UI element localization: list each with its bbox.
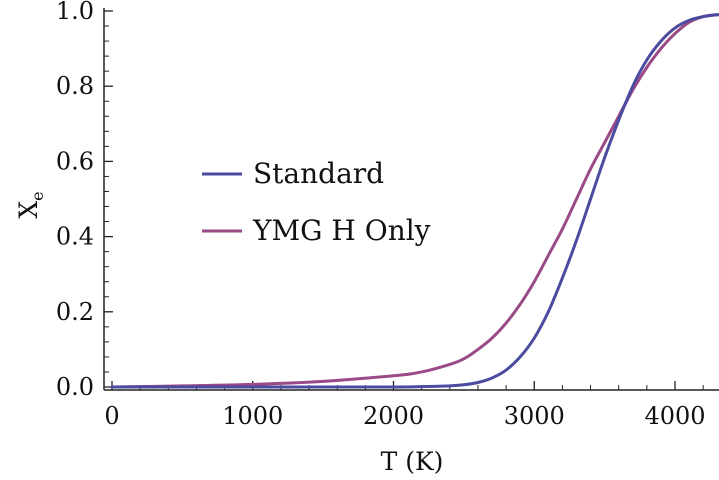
y-tick-label: 0.8 xyxy=(56,72,94,100)
x-tick-label: 1000 xyxy=(222,402,283,430)
y-tick-label: 1.0 xyxy=(56,0,94,25)
plot-area xyxy=(110,13,719,389)
y-axis-title-main: X xyxy=(14,201,43,219)
x-tick-label: 2000 xyxy=(363,402,424,430)
y-tick-label: 0.0 xyxy=(56,373,94,401)
x-tick-label: 4000 xyxy=(644,402,705,430)
x-axis-title: T (K) xyxy=(381,447,444,476)
legend-label: Standard xyxy=(253,157,384,190)
y-axis-title: Xe xyxy=(14,191,47,218)
x-tick-label: 0 xyxy=(104,402,119,430)
y-tick-label: 0.6 xyxy=(56,147,94,175)
svg-text:Xe: Xe xyxy=(14,191,47,218)
axes: 0 1000 2000 3000 4000 0.0 0.2 0.4 0.6 0.8 1.0 xyxy=(56,0,719,430)
y-axis-title-sub: e xyxy=(28,191,47,200)
legend-label: YMG H Only xyxy=(252,214,431,247)
y-tick-label: 0.2 xyxy=(56,298,94,326)
x-tick-label: 3000 xyxy=(504,402,565,430)
series-line-ymg-h-only xyxy=(110,13,719,389)
series-line-standard xyxy=(110,13,719,389)
legend: Standard YMG H Only xyxy=(202,157,431,247)
y-tick-label: 0.4 xyxy=(56,223,94,251)
